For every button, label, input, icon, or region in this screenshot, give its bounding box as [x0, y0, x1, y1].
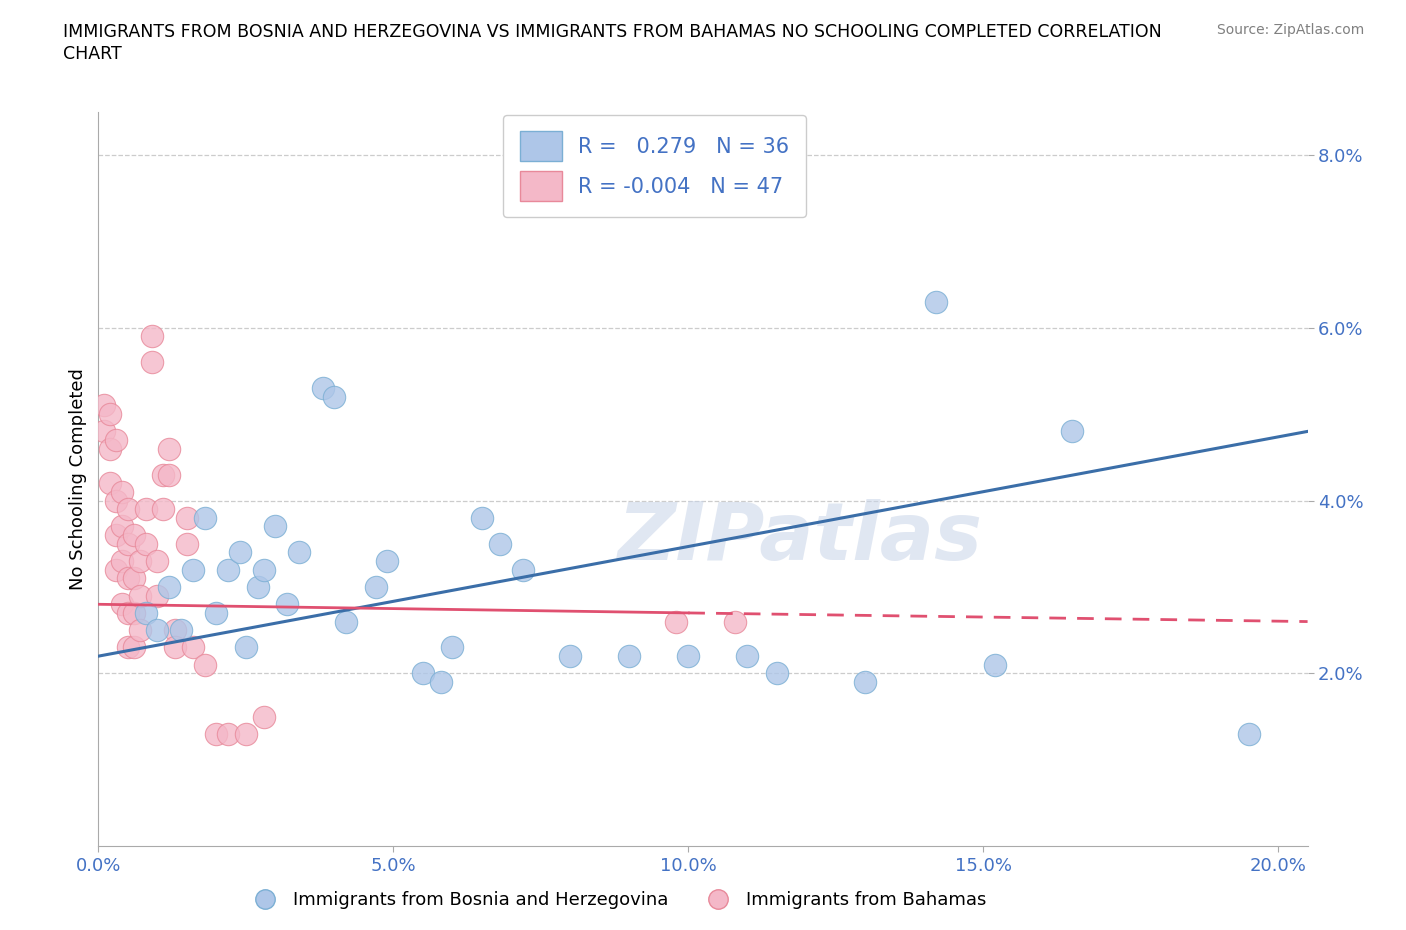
Point [165, 623, 187, 638]
Point [925, 294, 948, 309]
Point [111, 485, 134, 499]
Point [135, 537, 157, 551]
Point [111, 597, 134, 612]
Point [853, 674, 876, 689]
Point [471, 511, 494, 525]
Point [377, 553, 399, 568]
Point [181, 563, 204, 578]
Point [264, 519, 287, 534]
Point [217, 563, 239, 578]
Text: CHART: CHART [63, 45, 122, 62]
Point [217, 726, 239, 741]
Point [429, 674, 451, 689]
Point [111, 553, 134, 568]
Point [441, 640, 464, 655]
Point [619, 649, 641, 664]
Point [1060, 424, 1083, 439]
Point [246, 579, 269, 594]
Point [235, 726, 257, 741]
Point [323, 390, 346, 405]
Point [165, 640, 187, 655]
Point [176, 537, 198, 551]
Point [105, 563, 128, 578]
Point [181, 640, 204, 655]
Point [152, 467, 174, 482]
Point [128, 623, 150, 638]
Text: ZIPatlas: ZIPatlas [617, 498, 983, 577]
Point [288, 545, 311, 560]
Point [128, 588, 150, 603]
Point [122, 605, 145, 620]
Y-axis label: No Schooling Completed: No Schooling Completed [69, 368, 87, 590]
Point [141, 355, 163, 370]
Point [128, 553, 150, 568]
Point [205, 605, 228, 620]
Point [146, 623, 169, 638]
Point [412, 666, 434, 681]
Point [276, 597, 298, 612]
Point [335, 614, 357, 629]
Point [194, 658, 217, 672]
Point [1237, 726, 1260, 741]
Point [512, 563, 534, 578]
Point [117, 605, 139, 620]
Point [157, 579, 180, 594]
Point [170, 623, 193, 638]
Point [678, 649, 700, 664]
Point [724, 614, 747, 629]
Point [488, 537, 510, 551]
Point [135, 502, 157, 517]
Point [984, 658, 1007, 672]
Point [665, 614, 688, 629]
Point [152, 502, 174, 517]
Point [146, 553, 169, 568]
Point [157, 441, 180, 456]
Legend: R =   0.279   N = 36, R = -0.004   N = 47: R = 0.279 N = 36, R = -0.004 N = 47 [503, 114, 806, 218]
Point [560, 649, 582, 664]
Point [735, 649, 758, 664]
Point [157, 467, 180, 482]
Point [93, 398, 115, 413]
Point [98, 441, 121, 456]
Point [111, 519, 134, 534]
Point [311, 380, 333, 395]
Point [98, 476, 121, 491]
Point [252, 710, 274, 724]
Point [141, 329, 163, 344]
Point [105, 493, 128, 508]
Point [122, 571, 145, 586]
Point [364, 579, 387, 594]
Legend: Immigrants from Bosnia and Herzegovina, Immigrants from Bahamas: Immigrants from Bosnia and Herzegovina, … [245, 884, 993, 916]
Point [105, 527, 128, 542]
Point [765, 666, 787, 681]
Text: IMMIGRANTS FROM BOSNIA AND HERZEGOVINA VS IMMIGRANTS FROM BAHAMAS NO SCHOOLING C: IMMIGRANTS FROM BOSNIA AND HERZEGOVINA V… [63, 23, 1161, 41]
Point [117, 640, 139, 655]
Point [122, 527, 145, 542]
Point [205, 726, 228, 741]
Point [146, 588, 169, 603]
Point [117, 571, 139, 586]
Point [117, 502, 139, 517]
Point [252, 563, 274, 578]
Point [122, 640, 145, 655]
Point [135, 605, 157, 620]
Text: Source: ZipAtlas.com: Source: ZipAtlas.com [1216, 23, 1364, 37]
Point [229, 545, 252, 560]
Point [194, 511, 217, 525]
Point [117, 537, 139, 551]
Point [105, 432, 128, 447]
Point [98, 406, 121, 421]
Point [176, 511, 198, 525]
Point [93, 424, 115, 439]
Point [235, 640, 257, 655]
